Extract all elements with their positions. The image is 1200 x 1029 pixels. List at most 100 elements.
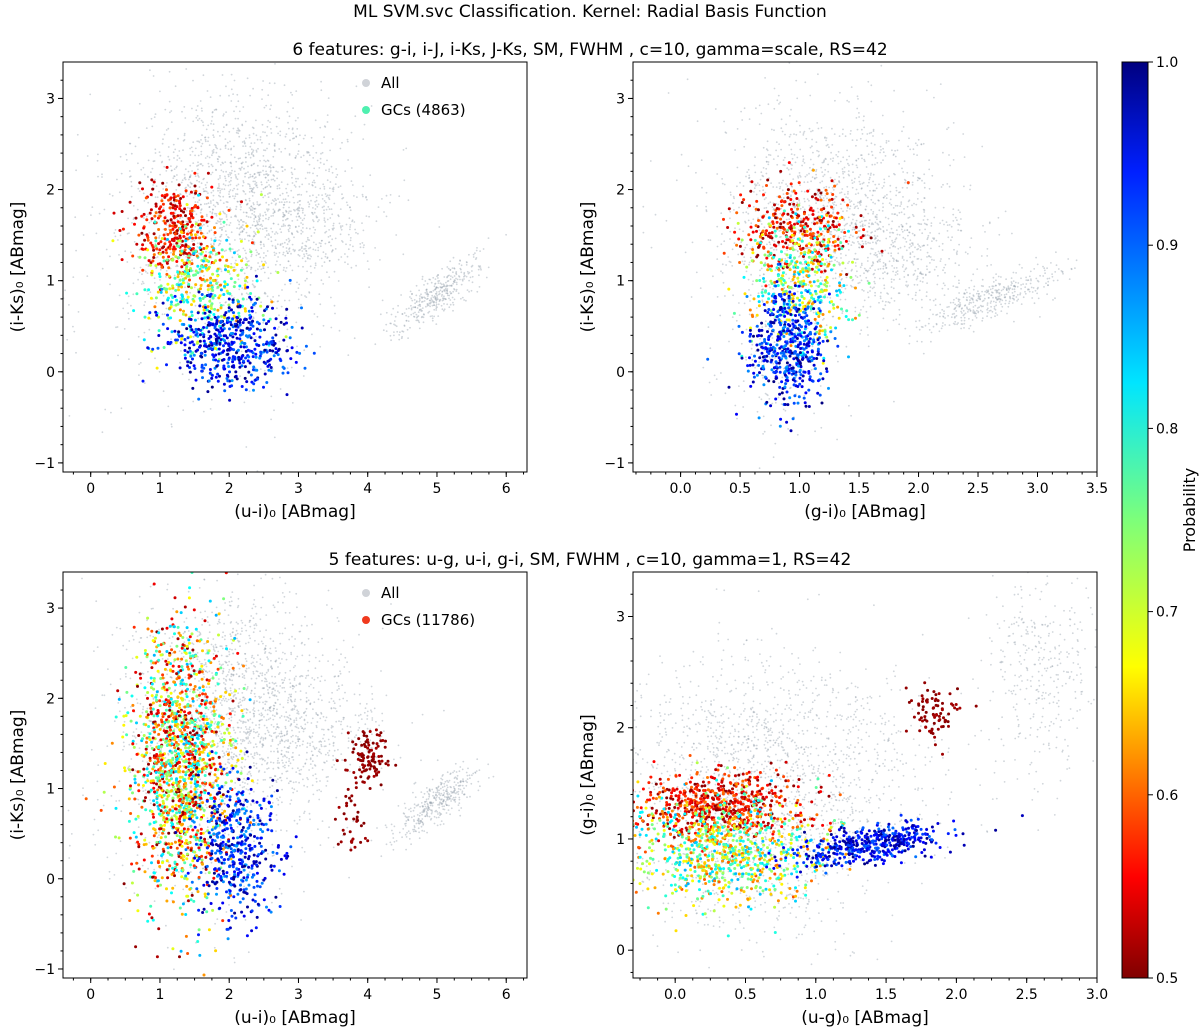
all-point — [161, 313, 164, 316]
all-point — [842, 235, 845, 238]
all-point — [210, 191, 213, 194]
all-point — [288, 210, 291, 213]
all-point — [350, 167, 353, 169]
all-point — [823, 159, 826, 162]
all-point — [224, 147, 227, 150]
all-point — [991, 310, 994, 313]
all-point — [58, 315, 60, 317]
gc-point — [227, 208, 231, 212]
all-point — [147, 265, 150, 267]
all-point — [200, 229, 202, 232]
gc-point — [188, 349, 192, 353]
all-point — [297, 306, 300, 309]
all-point — [283, 213, 286, 216]
all-point — [418, 327, 421, 330]
all-point — [261, 98, 263, 100]
all-point — [760, 171, 763, 174]
all-point — [262, 321, 265, 324]
all-point — [130, 251, 132, 254]
all-point — [463, 273, 465, 275]
all-point — [217, 189, 219, 192]
all-point — [194, 175, 197, 178]
all-point — [417, 304, 420, 307]
all-point — [103, 208, 106, 211]
gc-point — [151, 259, 155, 263]
all-point — [271, 244, 274, 247]
gc-point — [207, 337, 211, 340]
all-point — [321, 194, 323, 197]
all-point — [780, 127, 783, 130]
all-point — [846, 210, 848, 212]
all-point — [763, 273, 765, 276]
all-point — [813, 177, 816, 180]
gc-point — [262, 343, 265, 347]
all-point — [219, 191, 222, 194]
all-point — [270, 104, 272, 107]
all-point — [452, 290, 455, 293]
all-point — [158, 236, 161, 239]
all-point — [331, 171, 334, 174]
all-point — [215, 222, 218, 225]
all-point — [90, 214, 92, 217]
all-point — [344, 170, 347, 173]
all-point — [101, 176, 103, 178]
all-point — [265, 170, 267, 173]
x-tick-label: 0 — [86, 481, 95, 497]
all-point — [437, 282, 440, 284]
gc-point — [271, 336, 275, 340]
all-point — [215, 213, 218, 215]
gc-point — [210, 215, 214, 219]
all-point — [405, 147, 408, 150]
all-point — [211, 165, 214, 168]
all-point — [940, 186, 943, 188]
all-point — [128, 170, 131, 172]
gc-point — [181, 220, 185, 224]
all-point — [842, 170, 844, 173]
all-point — [308, 183, 310, 185]
all-point — [192, 79, 194, 82]
all-point — [815, 173, 817, 176]
all-point — [336, 173, 339, 176]
gc-point — [244, 345, 248, 349]
all-point — [165, 170, 168, 172]
all-point — [901, 225, 904, 228]
all-point — [239, 327, 242, 330]
all-point — [258, 252, 260, 255]
gc-point — [212, 342, 216, 345]
all-point — [889, 235, 891, 238]
all-point — [821, 230, 824, 233]
gc-point — [197, 193, 200, 197]
all-point — [445, 281, 447, 284]
all-point — [429, 299, 432, 302]
all-point — [328, 170, 330, 173]
all-point — [248, 136, 251, 139]
all-point — [833, 201, 836, 204]
all-point — [162, 294, 165, 297]
all-point — [152, 75, 155, 77]
all-point — [705, 210, 708, 213]
gc-point — [246, 285, 250, 289]
all-point — [323, 200, 326, 202]
all-point — [439, 282, 442, 285]
all-point — [339, 233, 342, 236]
all-point — [913, 283, 916, 286]
all-point — [250, 253, 253, 256]
all-point — [437, 280, 439, 282]
all-point — [727, 256, 730, 258]
all-point — [433, 295, 436, 298]
all-point — [841, 312, 844, 314]
all-point — [290, 252, 292, 255]
all-point — [900, 201, 903, 204]
all-point — [245, 156, 247, 159]
gc-point — [166, 233, 170, 236]
gc-point — [176, 302, 180, 306]
gc-point — [208, 323, 212, 327]
all-point — [278, 294, 280, 297]
all-point — [833, 197, 836, 200]
all-point — [269, 169, 272, 172]
all-point — [256, 221, 259, 224]
all-point — [362, 246, 365, 249]
gc-point — [200, 215, 204, 219]
all-point — [959, 303, 962, 306]
all-point — [881, 252, 884, 255]
